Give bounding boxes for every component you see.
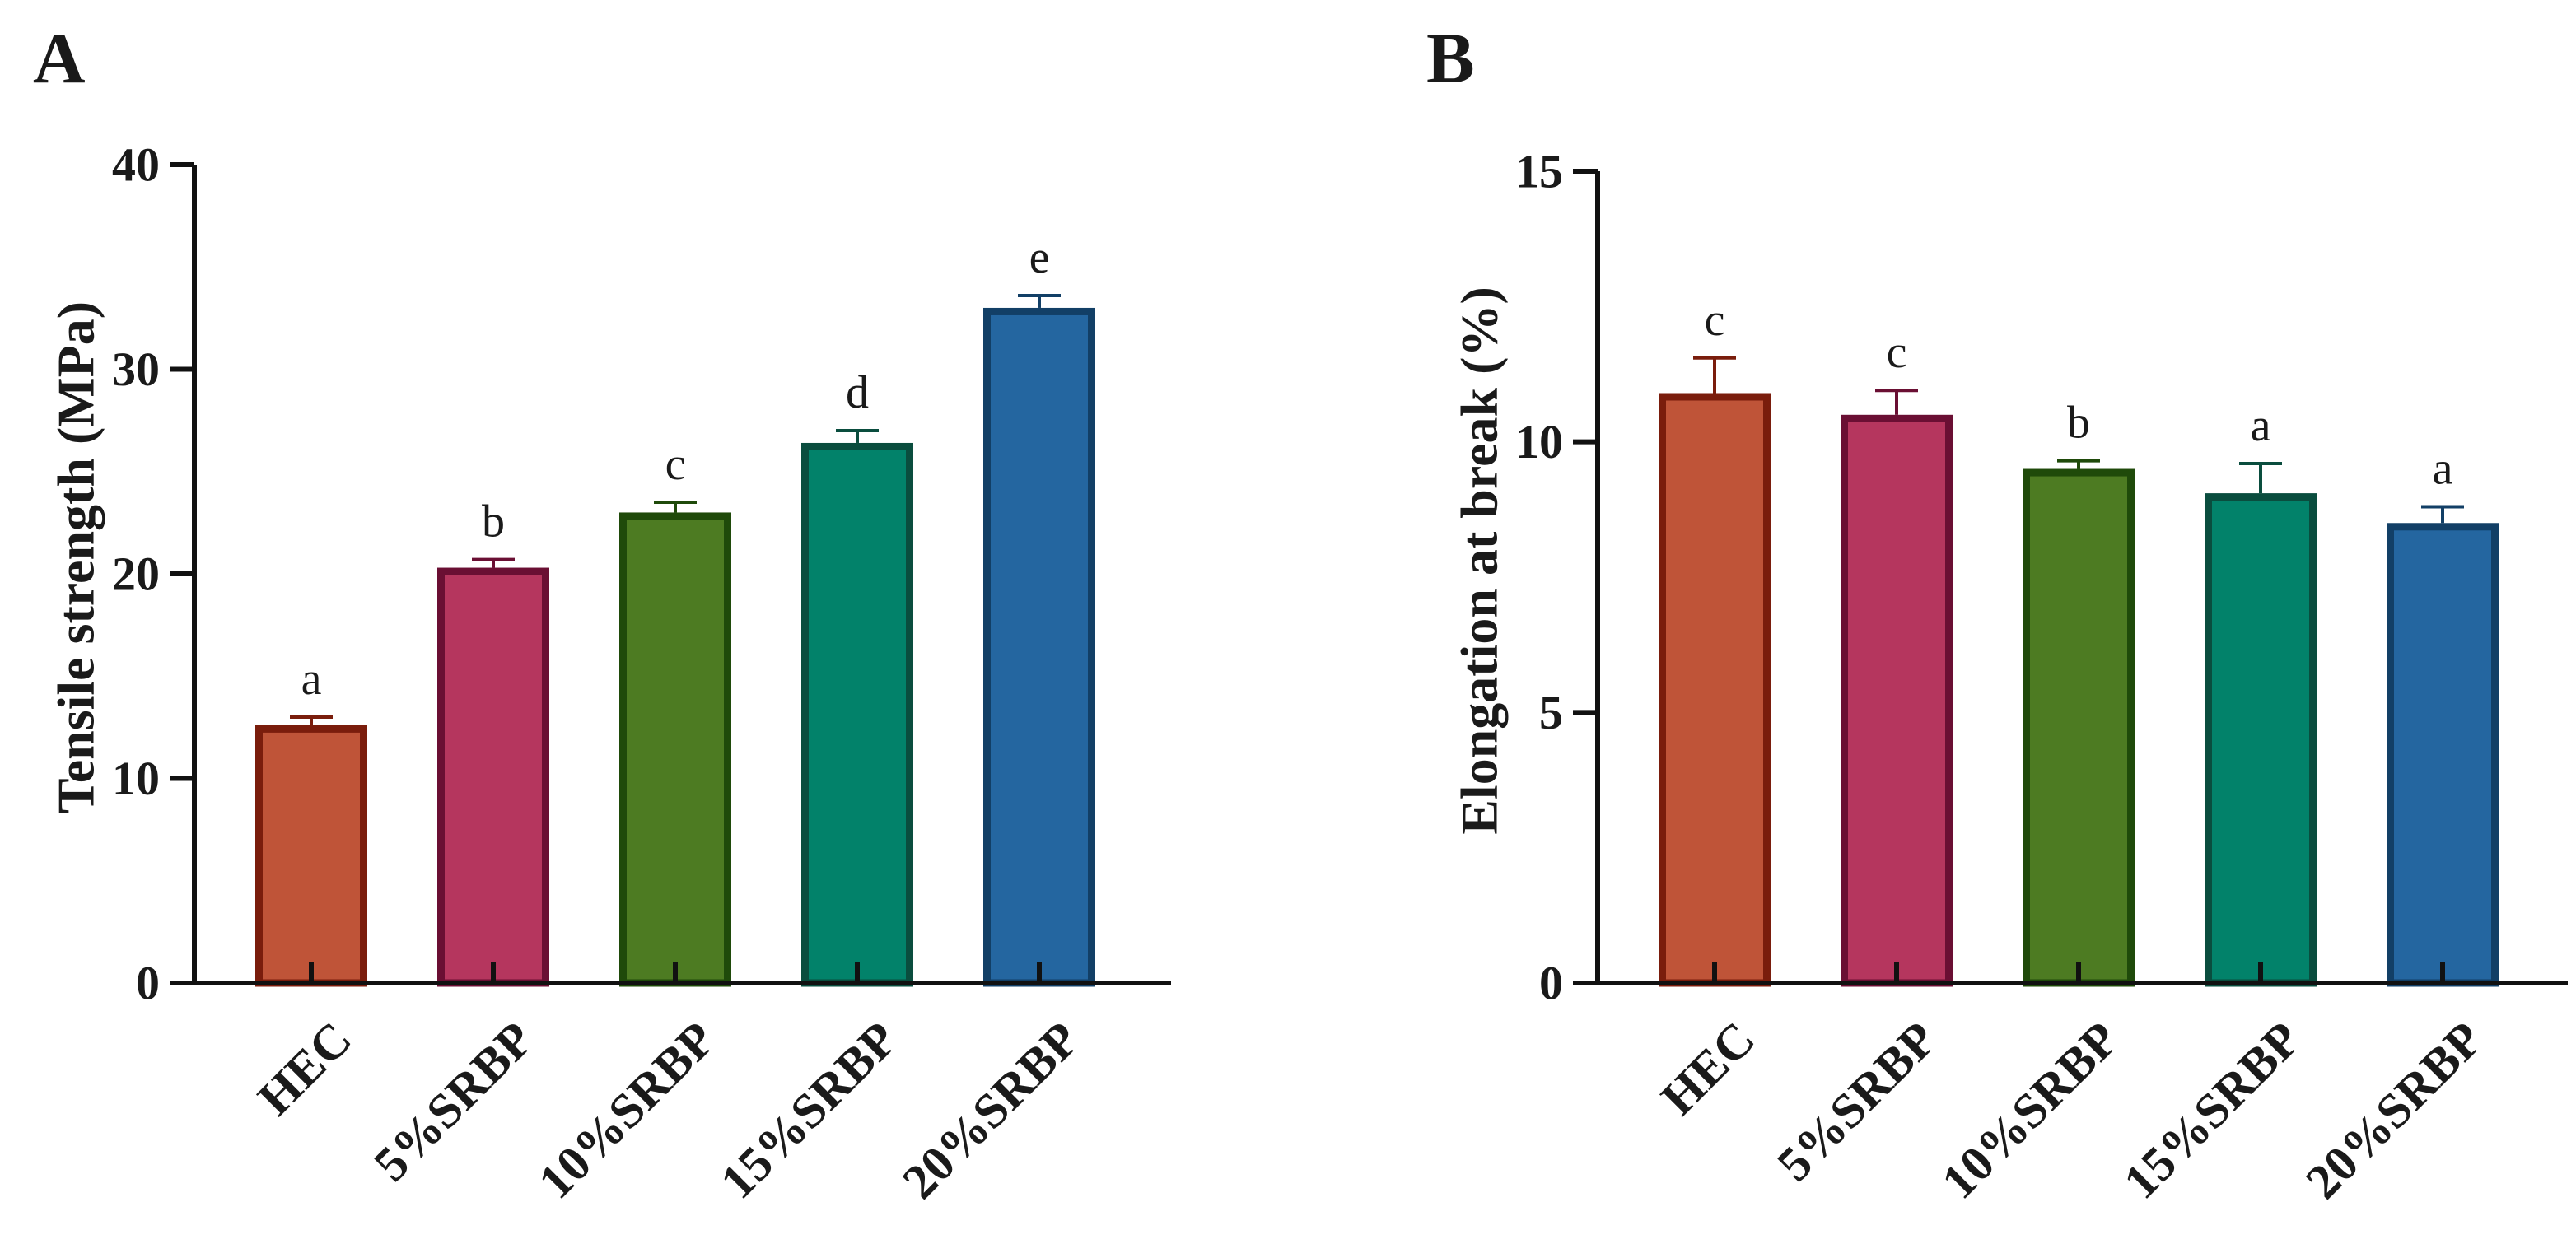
panel-a-y-tick-label-2: 20 [112, 547, 160, 601]
panel-b-y-tick-label-2: 10 [1515, 415, 1563, 468]
panel-a-significance-2: c [665, 439, 686, 490]
panel-b-significance-0: c [1705, 295, 1725, 346]
panel-a-bar-2 [619, 512, 731, 987]
panel-a-category-label-0: HEC [248, 1012, 362, 1126]
panel-b-y-tick-label-1: 5 [1539, 686, 1563, 739]
panel-b-significance-2: b [2067, 398, 2090, 449]
panel-b-category-label-3: 15%SRBP [2113, 1012, 2311, 1209]
panel-a-bar-0 [255, 725, 367, 987]
panel-b-category-label-2: 10%SRBP [1931, 1012, 2129, 1209]
panel-a-y-tick-label-4: 40 [112, 138, 160, 192]
panel-a-bar-3 [801, 442, 913, 987]
panel-b-bar-0 [1659, 393, 1771, 987]
panel-a-y-tick-label-1: 10 [112, 752, 160, 805]
panel-b-significance-1: c [1887, 327, 1907, 378]
panel-b-y-tick-label-3: 15 [1515, 145, 1563, 198]
panel-a-category-label-3: 15%SRBP [710, 1012, 908, 1209]
panel-a-significance-4: e [1029, 232, 1050, 283]
panel-a-y-axis-title: Tensile strength (MPa) [47, 301, 105, 813]
panel-b-bar-2 [2023, 468, 2135, 987]
panel-b-bar-4 [2387, 523, 2499, 987]
panel-b-category-label-1: 5%SRBP [1766, 1012, 1947, 1192]
panel-b-category-label-4: 20%SRBP [2295, 1012, 2493, 1209]
panel-a-category-label-1: 5%SRBP [363, 1012, 544, 1192]
panel-a-category-label-2: 10%SRBP [528, 1012, 726, 1209]
panel-b-significance-4: a [2433, 444, 2453, 495]
panel-b-category-label-0: HEC [1651, 1012, 1766, 1126]
panel-b-letter: B [1426, 19, 1475, 99]
panel-b-bar-3 [2205, 493, 2317, 987]
panel-b-y-tick-label-0: 0 [1539, 957, 1563, 1010]
panel-a-significance-3: d [846, 367, 869, 418]
panel-b-y-axis-title: Elongation at break (%) [1450, 287, 1509, 835]
panel-b-significance-3: a [2251, 400, 2271, 451]
panel-a-letter: A [33, 19, 86, 99]
panel-a-category-label-4: 20%SRBP [892, 1012, 1090, 1209]
panel-a-significance-1: b [482, 496, 505, 547]
panel-a-y-tick-label-3: 30 [112, 342, 160, 396]
panel-a-bar-4 [983, 307, 1095, 987]
panel-a-bar-1 [437, 567, 549, 987]
panel-a-y-tick-label-0: 0 [136, 957, 160, 1010]
panel-b-bar-1 [1841, 414, 1953, 987]
panel-a-significance-0: a [301, 654, 322, 705]
